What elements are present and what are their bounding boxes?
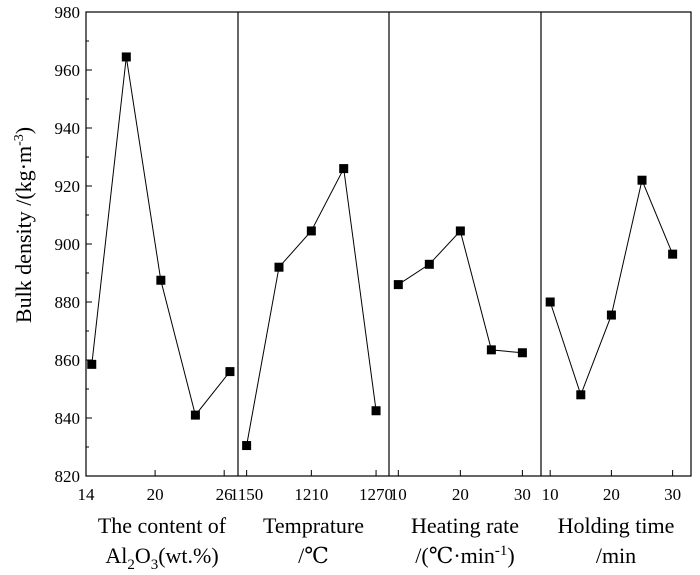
- alumina-content-x-label-part-3: O: [135, 543, 151, 568]
- y-tick-label-940: 940: [55, 119, 81, 138]
- alumina-content-x-label-part-5: (wt.%): [158, 543, 218, 568]
- holding-time-point-3: [606, 310, 616, 320]
- alumina-content-point-4: [190, 410, 200, 420]
- alumina-content-x-tick-label-20: 20: [147, 485, 164, 504]
- y-tick-label-920: 920: [55, 177, 81, 196]
- alumina-content-point-1: [87, 359, 97, 369]
- temperature-x-label-line1: Temprature: [263, 513, 364, 538]
- y-tick-label-960: 960: [55, 61, 81, 80]
- temperature-x-tick-label-1150: 1150: [230, 485, 263, 504]
- alumina-content-point-2: [121, 52, 131, 62]
- temperature-point-5: [371, 406, 381, 416]
- heating-rate-x-label-part-3: ): [507, 543, 514, 568]
- temperature-x-tick-label-1210: 1210: [294, 485, 328, 504]
- heating-rate-x-label-part-2: -1: [495, 543, 508, 559]
- holding-time-x-label-line1: Holding time: [558, 513, 675, 538]
- heating-rate-point-5: [517, 348, 527, 358]
- heating-rate-x-tick-label-10: 10: [390, 485, 407, 504]
- temperature-point-2: [274, 262, 284, 272]
- temperature-series-line: [246, 166, 377, 446]
- alumina-content-x-label-line2: Al2O3(wt.%): [105, 543, 218, 573]
- heating-rate-x-label-part-1: /(℃·min: [415, 543, 495, 568]
- heating-rate-series-line: [398, 229, 523, 354]
- heating-rate-point-2: [424, 259, 434, 269]
- holding-time-point-4: [637, 175, 647, 185]
- temperature-point-1: [242, 441, 252, 451]
- y-tick-label-860: 860: [55, 351, 81, 370]
- holding-time-x-tick-label-10: 10: [542, 485, 559, 504]
- alumina-content-x-label-part-4: 3: [151, 557, 159, 573]
- alumina-content-point-5: [225, 367, 235, 377]
- temperature-point-3: [306, 226, 316, 236]
- alumina-content-x-label-part-2: 2: [127, 557, 135, 573]
- heating-rate-point-4: [486, 345, 496, 355]
- alumina-content-x-label-line1: The content of: [98, 513, 227, 538]
- holding-time-x-label-line2: /min: [596, 543, 636, 568]
- y-tick-label-840: 840: [55, 409, 81, 428]
- y-tick-label-900: 900: [55, 235, 81, 254]
- axes-layer: [85, 11, 692, 477]
- temperature-x-label-line2: /℃: [298, 543, 329, 568]
- y-axis-label-close: ): [11, 127, 36, 134]
- holding-time-series-line: [549, 178, 674, 397]
- y-axis-label-text: Bulk density /(kg·m: [11, 146, 36, 323]
- heating-rate-x-tick-label-30: 30: [514, 485, 531, 504]
- heating-rate-x-label-line2: /(℃·min-1): [415, 543, 514, 568]
- heating-rate-x-tick-label-20: 20: [452, 485, 469, 504]
- alumina-content-x-tick-label-14: 14: [78, 485, 96, 504]
- alumina-content-x-tick-label-26: 26: [216, 485, 233, 504]
- heating-rate-point-1: [393, 280, 403, 290]
- holding-time-x-tick-label-30: 30: [664, 485, 681, 504]
- data-layer: [87, 52, 678, 451]
- temperature-x-tick-label-1270: 1270: [359, 485, 393, 504]
- heating-rate-x-label-line1: Heating rate: [411, 513, 519, 538]
- temperature-point-4: [339, 164, 349, 174]
- alumina-content-series-line: [91, 56, 231, 417]
- y-axis-label-superscript: -3: [12, 134, 27, 146]
- y-tick-label-820: 820: [55, 467, 81, 486]
- alumina-content-point-3: [156, 275, 166, 285]
- y-axis-label: Bulk density /(kg·m-3): [11, 127, 36, 323]
- heating-rate-point-3: [455, 226, 465, 236]
- label-layer: 820 840 860 880 900 920 940 960 980 Bulk density …: [11, 3, 681, 573]
- holding-time-point-5: [668, 249, 678, 259]
- y-tick-label-880: 880: [55, 293, 81, 312]
- holding-time-point-1: [545, 297, 555, 307]
- holding-time-point-2: [576, 390, 586, 400]
- alumina-content-x-label-part-1: Al: [105, 543, 127, 568]
- y-tick-label-980: 980: [55, 3, 81, 22]
- holding-time-x-tick-label-20: 20: [603, 485, 620, 504]
